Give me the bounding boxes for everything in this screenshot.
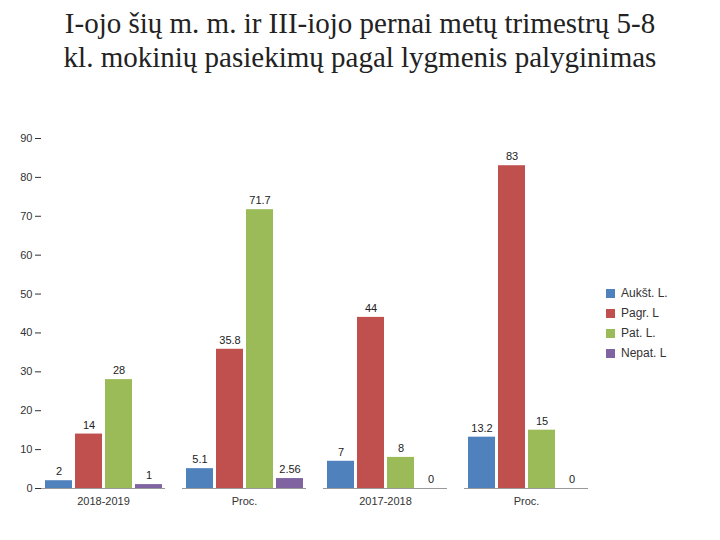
svg-text:70: 70 [20,210,32,222]
svg-text:44: 44 [365,302,377,314]
svg-text:0: 0 [428,473,434,485]
html-text:Nepat. L: Nepat. L [621,346,667,360]
svg-text:2017-2018: 2017-2018 [359,495,412,507]
svg-text:60: 60 [20,249,32,261]
svg-text:15: 15 [536,415,548,427]
svg-text:10: 10 [20,443,32,455]
svg-text:35.8: 35.8 [219,334,240,346]
svg-text:13.2: 13.2 [471,422,492,434]
svg-text:2018-2019: 2018-2019 [77,495,130,507]
svg-text:0: 0 [569,473,575,485]
svg-text:7: 7 [338,446,344,458]
html-text:I-ojo šių m. m. ir III-iojo pe: I-ojo šių m. m. ir III-iojo pernai metų … [63,7,657,73]
svg-text:90: 90 [20,132,32,144]
svg-text:2: 2 [56,465,62,477]
svg-text:30: 30 [20,365,32,377]
svg-text:71.7: 71.7 [249,194,270,206]
svg-text:5.1: 5.1 [192,453,207,465]
svg-text:40: 40 [20,326,32,338]
svg-text:1: 1 [146,469,152,481]
html-text:Pagr. L: Pagr. L [621,306,659,320]
svg-text:2.56: 2.56 [279,463,300,475]
svg-text:Proc.: Proc. [514,495,540,507]
html-text:Aukšt. L.: Aukšt. L. [621,286,668,300]
svg-text:50: 50 [20,288,32,300]
svg-text:20: 20 [20,404,32,416]
svg-text:14: 14 [83,419,95,431]
svg-text:8: 8 [398,442,404,454]
svg-text:83: 83 [506,150,518,162]
svg-text:80: 80 [20,171,32,183]
svg-text:28: 28 [113,364,125,376]
svg-text:0: 0 [26,482,32,494]
svg-text:Proc.: Proc. [232,495,258,507]
html-text:Pat. L.: Pat. L. [621,326,656,340]
